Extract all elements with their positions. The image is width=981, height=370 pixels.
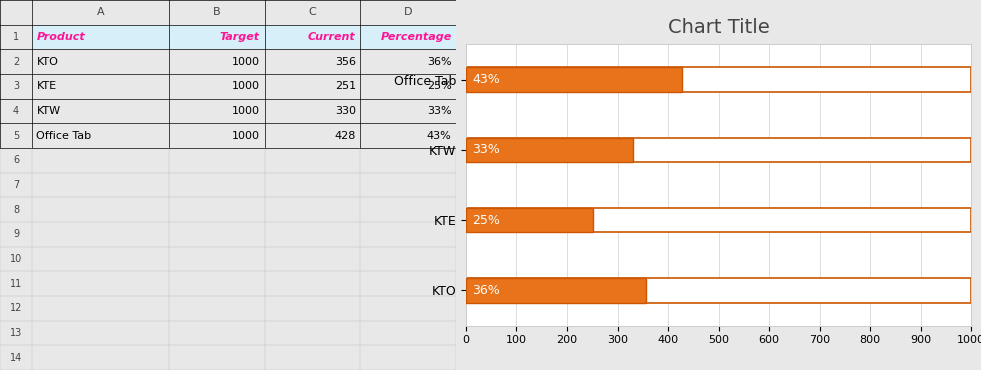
Text: 4: 4 — [13, 106, 19, 116]
Text: 25%: 25% — [427, 81, 451, 91]
Text: 13: 13 — [10, 328, 23, 338]
Text: 8: 8 — [13, 205, 19, 215]
Text: B: B — [213, 7, 221, 17]
Text: 251: 251 — [335, 81, 356, 91]
Text: 2: 2 — [13, 57, 19, 67]
Text: 3: 3 — [13, 81, 19, 91]
Text: 1000: 1000 — [232, 106, 260, 116]
Text: 5: 5 — [13, 131, 19, 141]
Bar — [169, 25, 265, 49]
Bar — [466, 278, 971, 303]
Bar — [466, 208, 971, 232]
Text: 33%: 33% — [427, 106, 451, 116]
Text: KTO: KTO — [36, 57, 58, 67]
Text: Product: Product — [36, 32, 85, 42]
Text: 36%: 36% — [472, 284, 499, 297]
Bar — [466, 67, 971, 92]
Text: D: D — [404, 7, 413, 17]
Text: 10: 10 — [10, 254, 23, 264]
Text: 36%: 36% — [427, 57, 451, 67]
Text: 330: 330 — [335, 106, 356, 116]
Text: Current: Current — [308, 32, 356, 42]
Text: KTE: KTE — [36, 81, 57, 91]
Text: 9: 9 — [13, 229, 19, 239]
Text: 7: 7 — [13, 180, 19, 190]
Text: 11: 11 — [10, 279, 23, 289]
Text: 43%: 43% — [472, 73, 499, 86]
Text: 14: 14 — [10, 353, 23, 363]
Text: 428: 428 — [335, 131, 356, 141]
Text: 33%: 33% — [472, 143, 499, 157]
Text: 6: 6 — [13, 155, 19, 165]
Text: 1000: 1000 — [232, 81, 260, 91]
Text: Office Tab: Office Tab — [36, 131, 91, 141]
Bar — [466, 208, 593, 232]
Text: KTW: KTW — [36, 106, 61, 116]
Text: 43%: 43% — [427, 131, 451, 141]
Bar — [466, 278, 645, 303]
Text: 1: 1 — [13, 32, 19, 42]
Bar — [466, 67, 682, 92]
Bar — [32, 25, 169, 49]
Text: 25%: 25% — [472, 213, 500, 227]
Text: Percentage: Percentage — [381, 32, 451, 42]
Bar — [466, 138, 971, 162]
Text: 1000: 1000 — [232, 57, 260, 67]
Bar — [265, 25, 360, 49]
Text: 356: 356 — [335, 57, 356, 67]
Text: A: A — [96, 7, 104, 17]
Bar — [360, 25, 456, 49]
Text: C: C — [309, 7, 316, 17]
Text: 12: 12 — [10, 303, 23, 313]
Text: Target: Target — [220, 32, 260, 42]
Title: Chart Title: Chart Title — [668, 18, 769, 37]
Text: 1000: 1000 — [232, 131, 260, 141]
Bar — [466, 138, 633, 162]
